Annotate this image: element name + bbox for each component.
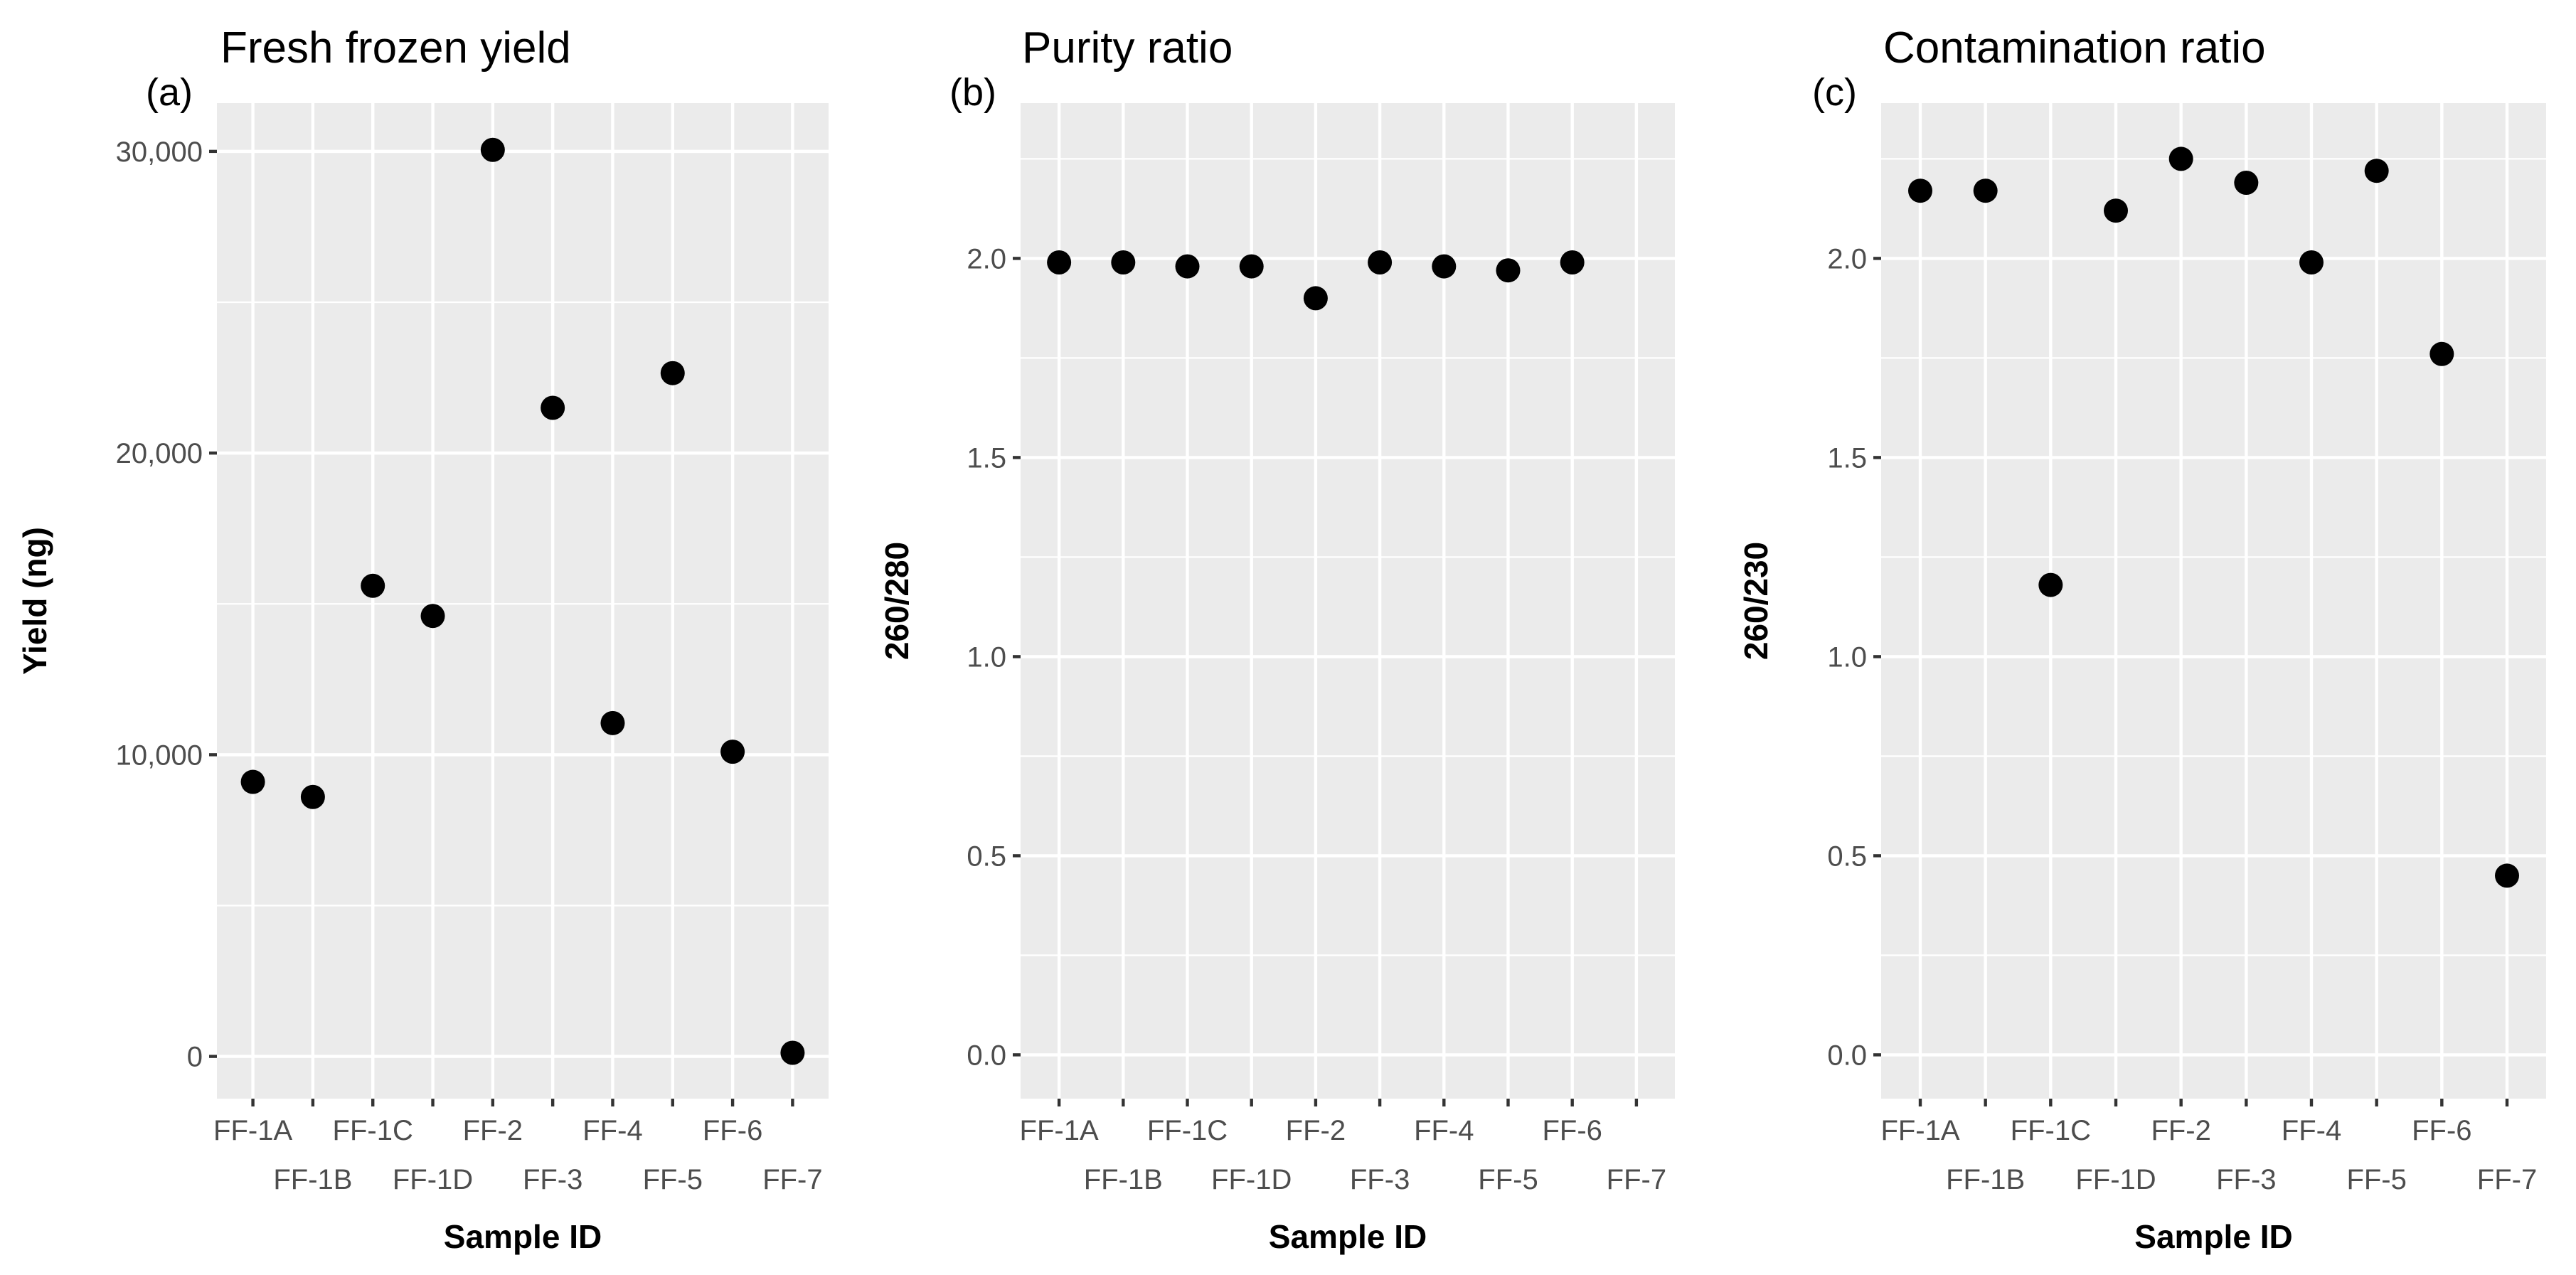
y-tick-label: 0.5 [967,841,1006,872]
chart-title: Fresh frozen yield [220,23,571,73]
y-tick-label: 1.5 [1827,442,1867,474]
x-tick-label: FF-1A [1880,1115,1959,1146]
x-tick-label: FF-1D [393,1164,473,1195]
data-point [1047,250,1072,274]
x-tick-label: FF-3 [2216,1164,2276,1195]
x-tick-label: FF-1D [2075,1164,2156,1195]
data-point [600,710,625,735]
x-tick-label: FF-5 [2346,1164,2406,1195]
x-tick-label: FF-1D [1211,1164,1292,1195]
data-point [780,1040,805,1065]
x-tick-label: FF-1A [213,1115,292,1146]
x-tick-label: FF-4 [582,1115,642,1146]
x-tick-label: FF-5 [643,1164,703,1195]
data-point [1560,250,1585,274]
data-point [720,740,745,764]
x-tick-label: FF-1B [1084,1164,1163,1195]
data-point [1496,258,1521,283]
data-point [2429,341,2454,366]
chart-title: Contamination ratio [1883,23,2266,73]
data-point [2299,250,2324,274]
x-tick-label: FF-5 [1478,1164,1538,1195]
data-point [361,573,385,598]
x-tick-label: FF-7 [2477,1164,2537,1195]
data-point [2234,171,2259,195]
data-point [480,137,505,162]
y-tick-label: 0 [187,1042,203,1073]
y-tick-label: 0.0 [967,1040,1006,1071]
panel-tag: (b) [949,71,996,114]
data-point [1908,178,1932,203]
panel-3: 0.00.51.01.52.0FF-1AFF-1BFF-1CFF-1DFF-2F… [1737,23,2546,1255]
x-tick-label: FF-1C [333,1115,413,1146]
data-point [2495,863,2519,888]
x-tick-label: FF-2 [463,1115,523,1146]
y-tick-label: 0.0 [1827,1040,1867,1071]
x-tick-label: FF-2 [1286,1115,1346,1146]
data-point [300,784,325,809]
y-tick-label: 1.5 [967,442,1006,474]
panel-tag: (a) [146,71,193,114]
x-tick-label: FF-1B [273,1164,352,1195]
data-point [2168,146,2193,171]
x-axis-title: Sample ID [444,1218,602,1255]
x-tick-label: FF-6 [1542,1115,1602,1146]
x-axis-title: Sample ID [2134,1218,2292,1255]
data-point [541,395,565,420]
data-point [1303,286,1328,311]
panel-background [1881,103,2546,1099]
data-point [1432,254,1457,279]
x-tick-label: FF-7 [1607,1164,1666,1195]
x-tick-label: FF-3 [1350,1164,1410,1195]
y-tick-label: 1.0 [1827,641,1867,673]
y-axis-title: 260/230 [1737,542,1774,660]
data-point [2364,159,2389,183]
panel-tag: (c) [1812,71,1857,114]
y-axis-title: 260/280 [878,542,915,660]
y-axis-title: Yield (ng) [16,527,53,675]
data-point [660,361,685,385]
data-point [2038,572,2063,597]
data-point [1175,254,1200,279]
data-point [2104,198,2128,223]
y-tick-label: 2.0 [1827,243,1867,274]
chart-title: Purity ratio [1022,23,1233,73]
data-point [1111,250,1136,274]
x-tick-label: FF-4 [2282,1115,2341,1146]
data-point [420,604,445,629]
panel-2: 0.00.51.01.52.0FF-1AFF-1BFF-1CFF-1DFF-2F… [878,23,1675,1255]
y-tick-label: 2.0 [967,243,1006,274]
y-tick-label: 1.0 [967,641,1006,673]
x-tick-label: FF-6 [703,1115,762,1146]
x-tick-label: FF-1B [1946,1164,2025,1195]
y-tick-label: 0.5 [1827,841,1867,872]
x-tick-label: FF-4 [1414,1115,1474,1146]
y-tick-label: 30,000 [116,137,203,168]
data-point [240,769,265,794]
x-tick-label: FF-6 [2412,1115,2471,1146]
panel-background [217,103,829,1099]
data-point [1368,250,1393,274]
data-point [1973,178,1998,203]
panel-1: 0 10,000 20,000 30,000 FF-1A FF-1B FF-1C FF-1D F… [16,23,829,1255]
x-tick-label: FF-1C [1147,1115,1228,1146]
x-axis-title: Sample ID [1269,1218,1427,1255]
x-tick-label: FF-3 [523,1164,582,1195]
x-tick-label: FF-1A [1020,1115,1099,1146]
x-tick-label: FF-2 [2151,1115,2210,1146]
y-tick-label: 20,000 [116,438,203,469]
data-point [1239,254,1264,279]
x-tick-label: FF-1C [2011,1115,2091,1146]
y-tick-label: 10,000 [116,740,203,771]
x-tick-label: FF-7 [762,1164,822,1195]
